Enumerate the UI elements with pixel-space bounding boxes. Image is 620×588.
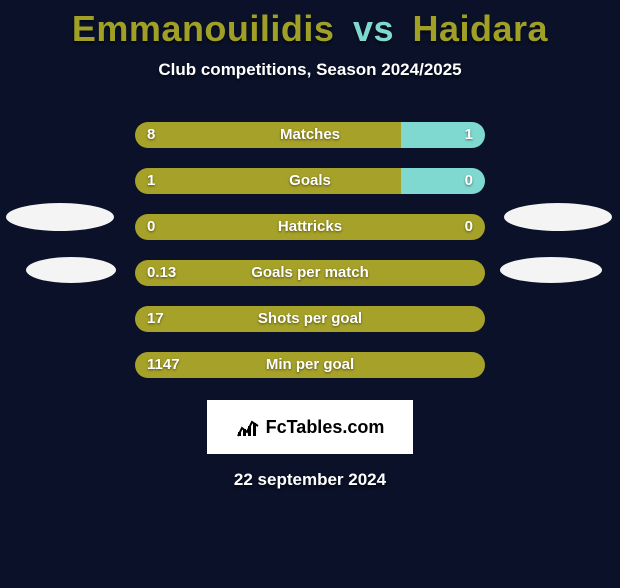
subtitle: Club competitions, Season 2024/2025 — [0, 60, 620, 80]
logo-text: FcTables.com — [266, 417, 385, 438]
avatar-ellipse — [6, 203, 114, 231]
stats-container: 81Matches 10Goals 00Hattricks 0.13Goals per… — [135, 122, 485, 378]
avatar-ellipse — [500, 257, 602, 283]
source-logo: FcTables.com — [207, 400, 413, 454]
stat-label: Goals per match — [135, 260, 485, 286]
stat-row: 10Goals — [135, 168, 485, 194]
stat-row: 00Hattricks — [135, 214, 485, 240]
avatar-ellipse — [26, 257, 116, 283]
stat-label: Shots per goal — [135, 306, 485, 332]
stat-row: 81Matches — [135, 122, 485, 148]
avatar-ellipse — [504, 203, 612, 231]
stat-label: Matches — [135, 122, 485, 148]
stat-row: 0.13Goals per match — [135, 260, 485, 286]
vs-label: vs — [353, 8, 394, 49]
stat-label: Min per goal — [135, 352, 485, 378]
stat-label: Goals — [135, 168, 485, 194]
date-label: 22 september 2024 — [0, 470, 620, 490]
player1-name: Emmanouilidis — [72, 8, 335, 49]
fctables-icon — [236, 416, 262, 438]
stat-row: 1147Min per goal — [135, 352, 485, 378]
stat-row: 17Shots per goal — [135, 306, 485, 332]
stat-label: Hattricks — [135, 214, 485, 240]
player2-name: Haidara — [413, 8, 549, 49]
comparison-title: Emmanouilidis vs Haidara — [0, 8, 620, 50]
